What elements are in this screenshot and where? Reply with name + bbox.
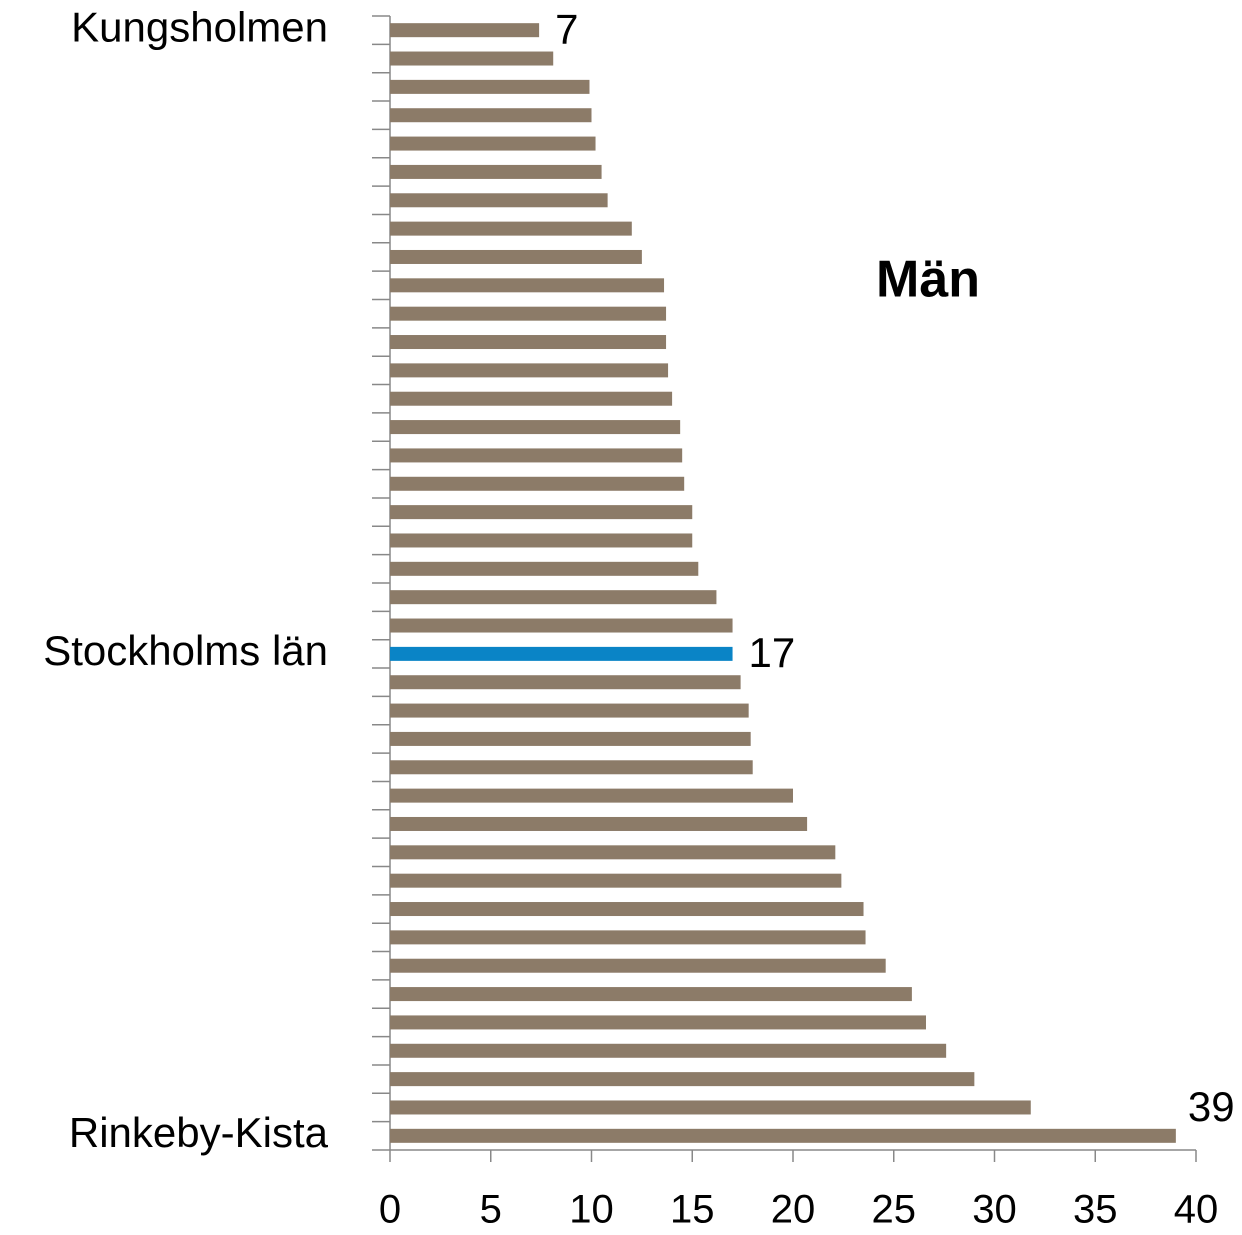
x-tick-label: 10 bbox=[569, 1188, 614, 1232]
bar bbox=[390, 306, 667, 321]
bar bbox=[390, 1100, 1031, 1115]
bar bbox=[390, 760, 753, 775]
x-tick-label: 25 bbox=[872, 1188, 917, 1232]
bar bbox=[390, 646, 733, 661]
bar bbox=[390, 816, 808, 831]
value-label: 17 bbox=[749, 629, 796, 676]
value-label: 39 bbox=[1188, 1083, 1235, 1130]
bar bbox=[390, 618, 733, 633]
bar bbox=[390, 23, 540, 38]
bar bbox=[390, 278, 665, 293]
bar bbox=[390, 249, 642, 264]
bar bbox=[390, 136, 596, 151]
bar bbox=[390, 108, 592, 123]
bar bbox=[390, 590, 717, 605]
bar bbox=[390, 79, 590, 94]
chart-title: Män bbox=[876, 251, 980, 309]
bar bbox=[390, 193, 608, 208]
bar bbox=[390, 391, 673, 406]
bar bbox=[390, 731, 751, 746]
bar bbox=[390, 561, 699, 576]
bar bbox=[390, 930, 866, 945]
bar bbox=[390, 845, 836, 860]
bar bbox=[390, 1072, 975, 1087]
bar bbox=[390, 420, 681, 435]
x-tick-label: 15 bbox=[670, 1188, 715, 1232]
bar bbox=[390, 505, 693, 520]
x-tick-label: 20 bbox=[771, 1188, 816, 1232]
bar bbox=[390, 476, 685, 491]
x-tick-label: 40 bbox=[1174, 1188, 1219, 1232]
bar bbox=[390, 533, 693, 548]
bar bbox=[390, 675, 741, 690]
bar bbox=[390, 363, 669, 378]
bar bbox=[390, 51, 554, 66]
bar bbox=[390, 1043, 947, 1058]
bar bbox=[390, 1128, 1176, 1143]
x-tick-label: 35 bbox=[1073, 1188, 1118, 1232]
y-tick-label: Rinkeby-Kista bbox=[69, 1109, 329, 1156]
bar bbox=[390, 873, 842, 888]
y-tick-label: Kungsholmen bbox=[71, 3, 328, 50]
bar bbox=[390, 448, 683, 463]
x-tick-label: 5 bbox=[480, 1188, 502, 1232]
bar bbox=[390, 987, 912, 1002]
bar bbox=[390, 335, 667, 350]
bar bbox=[390, 958, 886, 973]
bar bbox=[390, 221, 632, 236]
y-tick-label: Stockholms län bbox=[43, 627, 328, 674]
bar bbox=[390, 1015, 926, 1030]
x-tick-label: 0 bbox=[379, 1188, 401, 1232]
bar bbox=[390, 788, 793, 803]
bar bbox=[390, 902, 864, 917]
bar bbox=[390, 164, 602, 179]
bar bbox=[390, 703, 749, 718]
x-tick-label: 30 bbox=[972, 1188, 1017, 1232]
value-label: 7 bbox=[555, 5, 578, 52]
